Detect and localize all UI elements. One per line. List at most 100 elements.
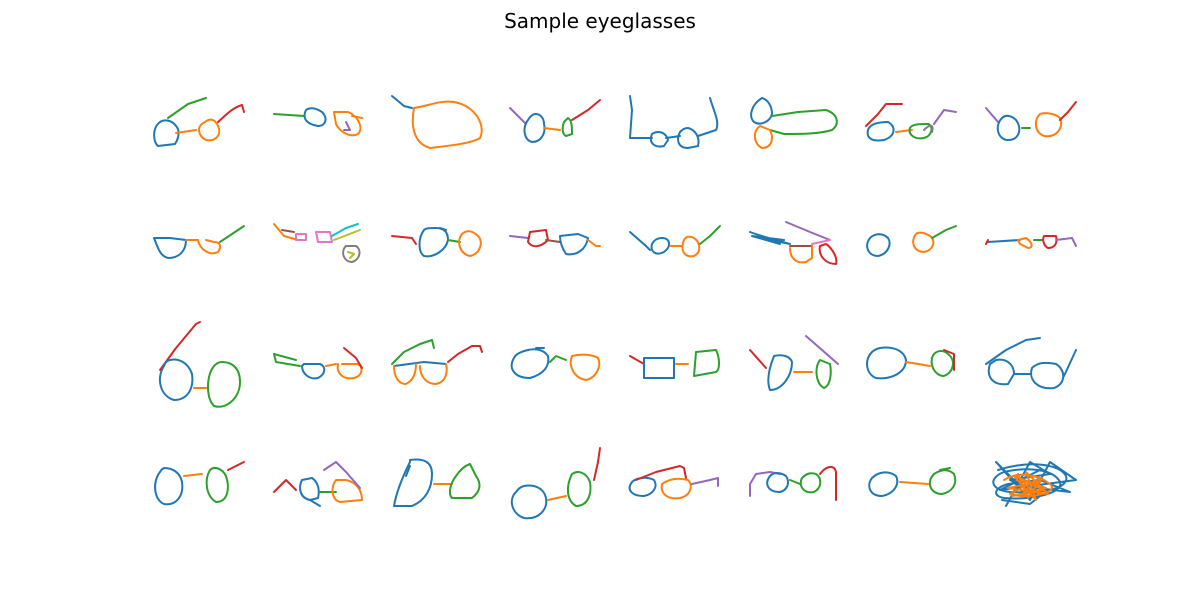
sketch-stroke — [996, 114, 1021, 141]
sketch-stroke — [447, 239, 461, 243]
sketch-stroke — [323, 461, 361, 489]
sketch-5 — [629, 95, 719, 149]
sketch-9 — [153, 225, 245, 259]
sketch-stroke — [153, 119, 180, 147]
sketch-stroke — [439, 227, 447, 231]
sketch-stroke — [992, 461, 1077, 501]
sketch-stroke — [219, 225, 245, 243]
sketch-stroke — [985, 107, 999, 123]
sketch-1 — [153, 97, 245, 147]
sketch-stroke — [393, 458, 433, 507]
sketch-28 — [510, 447, 601, 520]
sketch-stroke — [815, 359, 832, 389]
sketch-stroke — [510, 484, 548, 520]
sketch-23 — [866, 346, 955, 380]
sketch-12 — [509, 229, 601, 256]
sketch-stroke — [301, 363, 326, 380]
sketch-stroke — [458, 230, 482, 257]
sketch-stroke — [754, 125, 773, 149]
sketch-stroke — [868, 471, 899, 497]
sketch-stroke — [543, 127, 561, 131]
sketch-11 — [391, 227, 482, 258]
sketch-14 — [749, 221, 838, 265]
sketch-17 — [158, 321, 241, 408]
sketch-stroke — [419, 363, 448, 385]
sketch-stroke — [985, 239, 989, 245]
sketch-stroke — [923, 124, 934, 133]
sketch-stroke — [561, 117, 573, 137]
sketch-stroke — [677, 127, 700, 149]
sketch-stroke — [866, 233, 891, 257]
sketch-stroke — [303, 107, 327, 127]
sketch-stroke — [750, 97, 773, 125]
sketch-stroke — [549, 355, 567, 363]
sketch-stroke — [769, 109, 838, 135]
sketch-stroke — [159, 321, 201, 371]
sketch-stroke — [510, 348, 550, 379]
sketch-stroke — [912, 231, 935, 253]
sketch-stroke — [411, 100, 483, 149]
sketch-19 — [391, 339, 483, 385]
sketch-stroke — [1011, 473, 1045, 499]
sketch-stroke — [681, 235, 701, 258]
sketch-stroke — [331, 223, 359, 237]
sketch-stroke — [347, 251, 355, 259]
sketch-stroke — [331, 479, 363, 503]
sketch-stroke — [660, 477, 692, 500]
sketch-stroke — [1003, 471, 1053, 501]
sketch-stroke — [393, 363, 417, 385]
sketch-stroke — [749, 231, 791, 245]
sketch-stroke — [351, 115, 363, 119]
sketch-stroke — [1063, 349, 1077, 377]
sketch-stroke — [325, 363, 337, 367]
sketch-7 — [865, 103, 957, 142]
sketch-stroke — [905, 361, 931, 367]
sketch-25 — [154, 461, 245, 506]
sketch-stroke — [571, 99, 601, 121]
sketch-stroke — [629, 95, 653, 139]
sketch-stroke — [342, 245, 361, 263]
sketch-6 — [750, 97, 838, 149]
sketch-stroke — [766, 472, 789, 493]
sketch-stroke — [545, 239, 561, 243]
sketch-stroke — [391, 339, 435, 365]
sketch-stroke — [987, 358, 1015, 386]
sketch-stroke — [818, 243, 838, 265]
sketch-22 — [749, 335, 839, 391]
sketch-16 — [985, 235, 1077, 249]
sketch-stroke — [811, 239, 831, 245]
sketch-stroke — [547, 495, 567, 501]
sketch-stroke — [315, 231, 333, 243]
sketch-4 — [509, 99, 601, 143]
sketch-stroke — [789, 479, 801, 485]
sketch-stroke — [227, 461, 245, 471]
sketch-stroke — [629, 355, 645, 365]
sketch-stroke — [1042, 235, 1058, 249]
sketch-15 — [866, 225, 957, 257]
sketch-stroke — [336, 363, 363, 380]
sketch-stroke — [273, 353, 297, 361]
chart-title: Sample eyeglasses — [504, 9, 696, 33]
sketch-26 — [273, 461, 363, 507]
sketch-stroke — [299, 477, 320, 501]
sketch-stroke — [559, 233, 589, 256]
sketch-stroke — [309, 499, 321, 507]
sketch-stroke — [805, 335, 839, 365]
sketch-stroke — [767, 354, 793, 391]
sketch-8 — [985, 101, 1077, 141]
sketch-30 — [749, 466, 837, 501]
sketch-18 — [273, 347, 363, 380]
sketch-stroke — [205, 467, 229, 503]
sketch-stroke — [167, 97, 207, 119]
sketch-stroke — [643, 357, 675, 379]
sketch-10 — [273, 223, 361, 263]
sketch-stroke — [1055, 237, 1077, 247]
sketch-stroke — [635, 465, 687, 481]
sketch-24 — [985, 337, 1077, 390]
sketch-stroke — [866, 346, 907, 380]
sketch-stroke — [153, 237, 187, 259]
sketch-stroke — [158, 358, 194, 401]
sketch-stroke — [281, 229, 295, 233]
sketch-stroke — [1017, 237, 1033, 249]
sketch-stroke — [650, 237, 670, 255]
